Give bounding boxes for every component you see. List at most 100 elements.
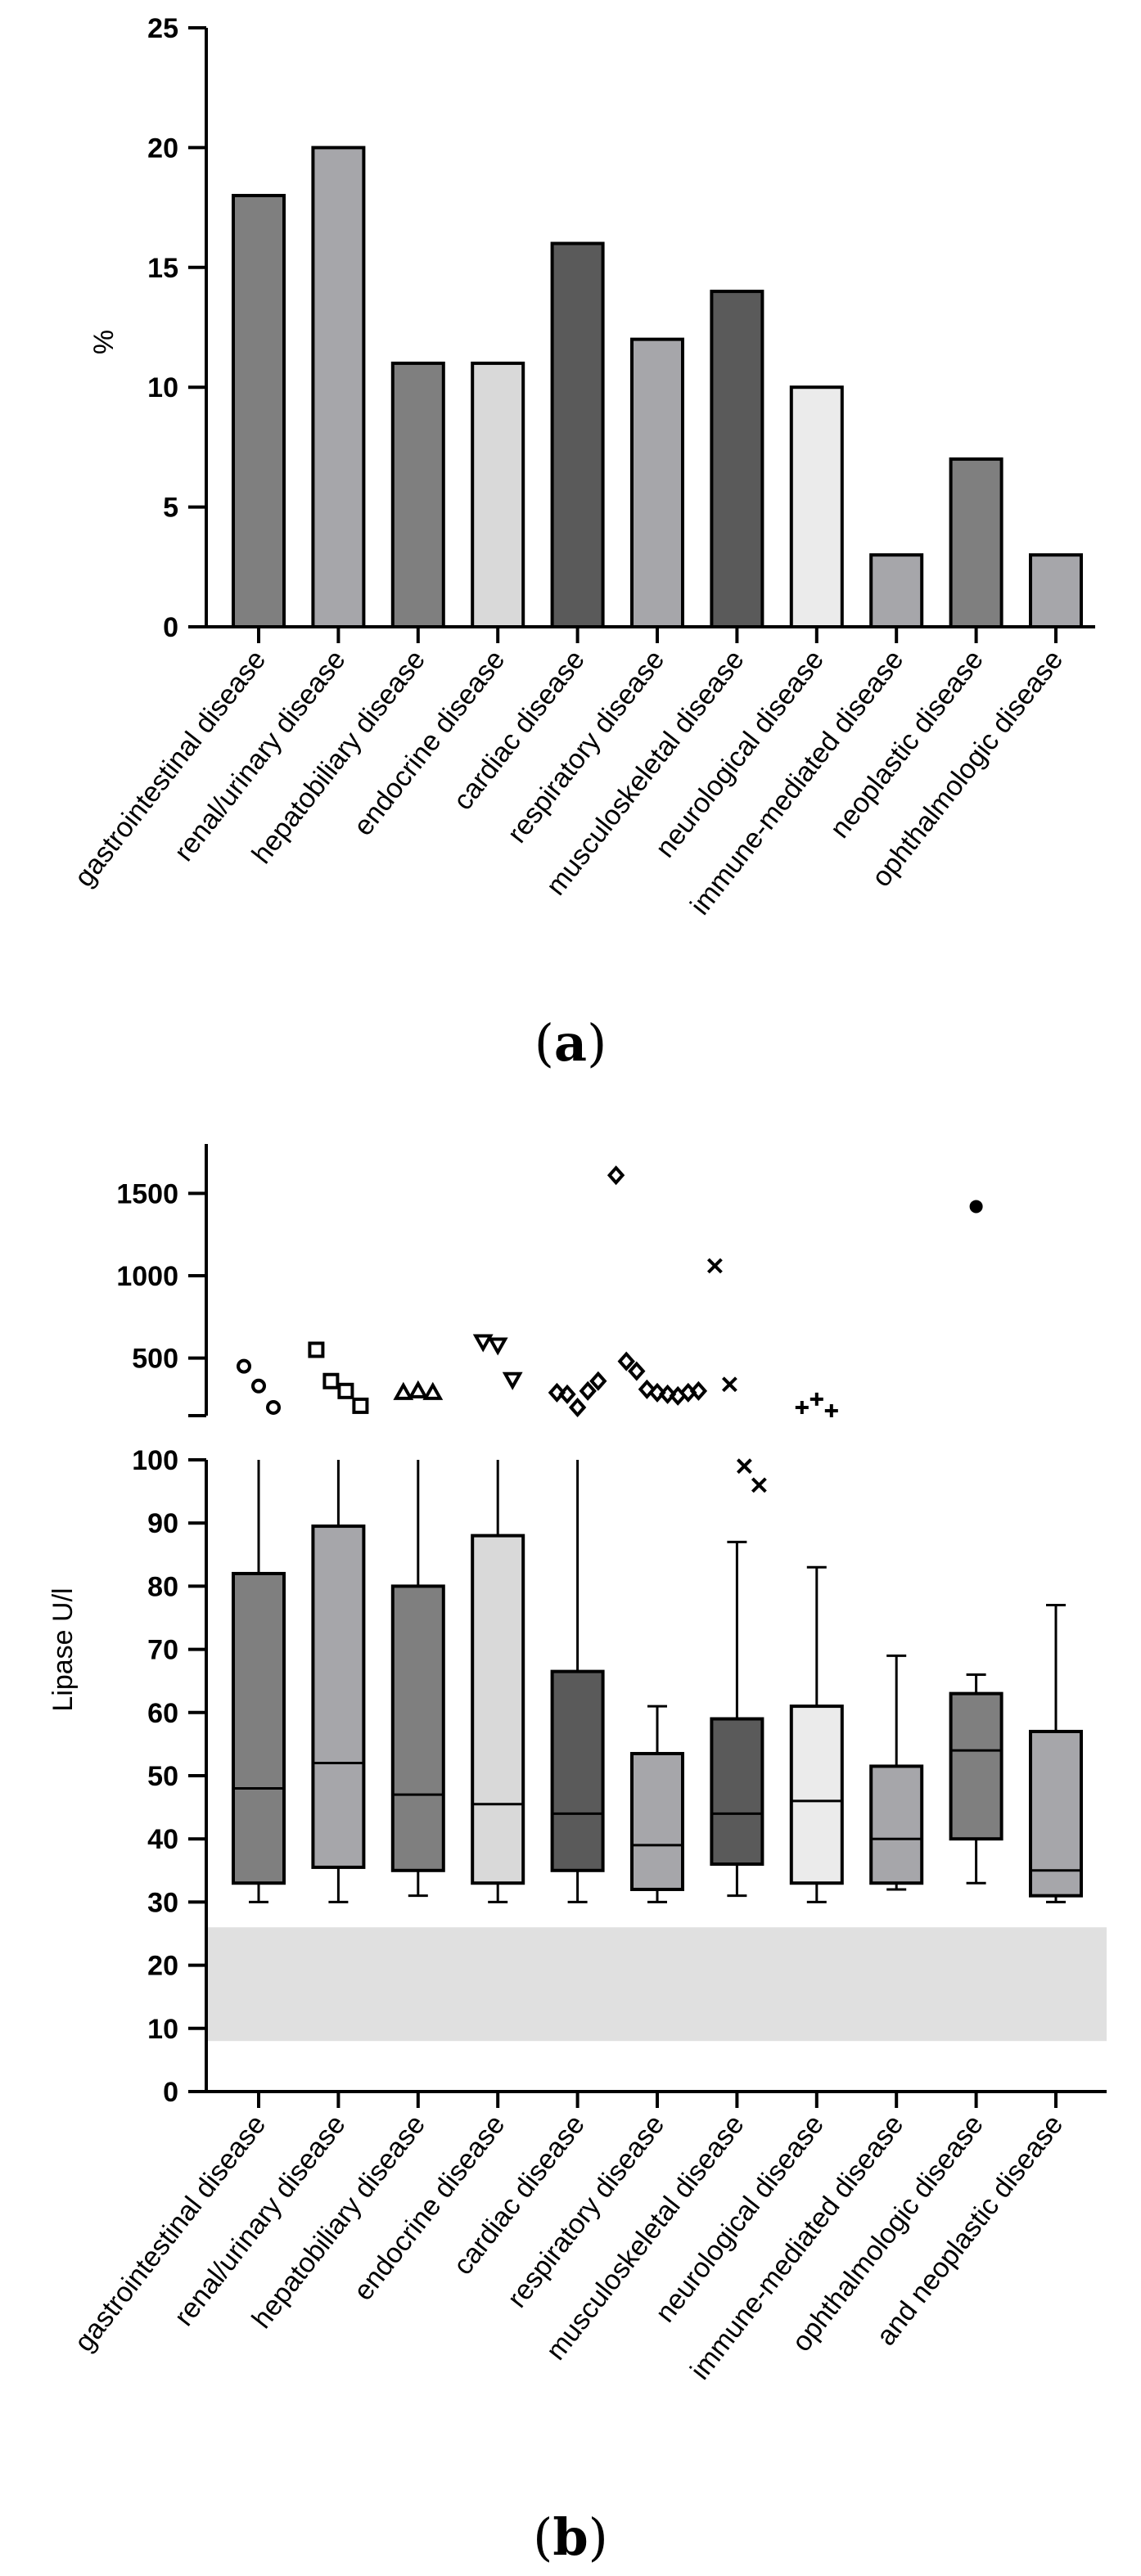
outlier-diamond: [638, 1379, 656, 1399]
bar-chart-panel-a: 0 5 10 15 20 25 gastrointestinal diseaserenal…: [69, 13, 1095, 1073]
bar-ophthalmologic-disease: [1029, 553, 1083, 628]
box-iqr: [390, 1584, 445, 1872]
outlier-dot: [969, 1200, 983, 1214]
panel-label-a: (a): [534, 1013, 607, 1073]
bar-endocrine-disease: [471, 361, 525, 628]
box-iqr: [789, 1705, 844, 1885]
y-tick-label: 40: [147, 1824, 178, 1855]
bar-cardiac-disease: [550, 241, 605, 628]
outlier-diamond: [579, 1380, 597, 1401]
y-tick-label: 20: [147, 133, 178, 164]
outlier-triangle-up: [393, 1381, 414, 1400]
box-plot-panel-b: 0 10 20 30 40 50 60 70 80 90 100 500 1000 1500 gastro…: [47, 1144, 1107, 2567]
outlier-plus: [824, 1403, 838, 1417]
x-tick-label: endocrine disease: [348, 645, 512, 842]
bar-renal-urinary-disease: [311, 146, 366, 628]
box-ophthalmologic-disease: [949, 1673, 1003, 1885]
x-tick-label: neoplastic disease: [824, 645, 990, 844]
outlier-x: [706, 1258, 723, 1274]
box-cardiac-disease: [550, 1460, 605, 1903]
outlier-diamond: [568, 1397, 587, 1417]
outlier-diamond: [648, 1382, 666, 1403]
outlier-square: [352, 1397, 369, 1414]
outlier-triangle-up: [422, 1381, 444, 1400]
box-renal-urinary-disease: [311, 1460, 366, 1903]
box-hepatobiliary-disease: [390, 1460, 445, 1898]
y-tick-label: 0: [163, 2077, 178, 2108]
outlier-diamond: [658, 1384, 677, 1404]
box-iqr: [311, 1524, 366, 1869]
y-tick-label: 90: [147, 1508, 178, 1539]
bar-hepatobiliary-disease: [390, 361, 445, 628]
y-tick-label: 25: [147, 13, 178, 44]
outlier-diamond: [548, 1382, 566, 1403]
outlier-square: [337, 1382, 354, 1399]
outlier-diamond: [617, 1351, 635, 1371]
y-tick-label: 10: [147, 372, 178, 403]
bar-immune-mediated-disease: [869, 553, 924, 628]
outlier-square: [308, 1341, 325, 1358]
bar-musculoskeletal-disease: [710, 290, 764, 628]
outlier-triangle-down: [487, 1337, 508, 1356]
outlier-points: [237, 1165, 983, 1493]
outlier-x: [736, 1458, 752, 1475]
box-iqr: [630, 1751, 684, 1891]
x-tick-label: endocrine disease: [348, 2110, 512, 2307]
outlier-x: [721, 1376, 737, 1393]
outlier-circle: [251, 1378, 266, 1394]
y-tick-label: 20: [147, 1951, 178, 1982]
outlier-triangle-down: [502, 1371, 523, 1390]
y-tick-label: 60: [147, 1698, 178, 1729]
reference-range-band: [206, 1927, 1107, 2042]
outlier-plus: [810, 1392, 823, 1406]
y-tick-label: 50: [147, 1761, 178, 1792]
box-immune-mediated-disease: [869, 1654, 924, 1891]
y-tick-label: 1000: [116, 1261, 178, 1292]
outlier-square: [322, 1372, 340, 1389]
y-tick-label: 0: [163, 612, 178, 643]
y-axis-label-b: Lipase U/l: [47, 1587, 79, 1711]
box-musculoskeletal-disease: [710, 1540, 764, 1898]
box-iqr: [550, 1669, 605, 1872]
box-iqr: [471, 1533, 525, 1885]
y-tick-label: 100: [132, 1445, 178, 1476]
box-neurological-disease: [789, 1565, 844, 1903]
box-iqr: [232, 1571, 286, 1885]
panel-label-b: (b): [533, 2507, 608, 2567]
y-tick-label: 70: [147, 1635, 178, 1666]
y-tick-label: 1500: [116, 1178, 178, 1209]
box-iqr: [869, 1764, 924, 1885]
box-and-neoplastic-disease: [1029, 1604, 1083, 1903]
outlier-diamond: [589, 1371, 607, 1391]
outlier-plus: [795, 1400, 809, 1414]
box-iqr: [949, 1691, 1003, 1841]
y-tick-label: 10: [147, 2014, 178, 2045]
bar-neoplastic-disease: [949, 457, 1003, 628]
bar-respiratory-disease: [630, 337, 684, 628]
box-gastrointestinal-disease: [232, 1460, 286, 1903]
y-tick-label: 15: [147, 253, 178, 284]
y-ticks-a: 0 5 10 15 20 25: [147, 13, 206, 643]
box-respiratory-disease: [630, 1705, 684, 1903]
outlier-circle: [237, 1358, 251, 1374]
outlier-diamond: [628, 1361, 646, 1381]
bar-neurological-disease: [789, 385, 844, 628]
y-ticks-b: 0 10 20 30 40 50 60 70 80 90 100 500 1000 1500: [116, 1178, 206, 2108]
y-tick-label: 30: [147, 1887, 178, 1918]
bar-series: [232, 146, 1083, 628]
outlier-x: [751, 1477, 767, 1493]
outlier-diamond: [607, 1165, 625, 1186]
panel-label-a-letter: a: [554, 1013, 587, 1073]
y-axis-label-a: %: [88, 330, 120, 354]
bar-gastrointestinal-disease: [232, 193, 286, 628]
box-iqr: [710, 1717, 764, 1867]
box-series: [232, 1460, 1083, 1903]
box-iqr: [1029, 1729, 1083, 1898]
box-endocrine-disease: [471, 1460, 525, 1903]
outlier-triangle-up: [408, 1380, 429, 1398]
outlier-diamond: [558, 1384, 576, 1404]
outlier-circle: [266, 1399, 281, 1415]
